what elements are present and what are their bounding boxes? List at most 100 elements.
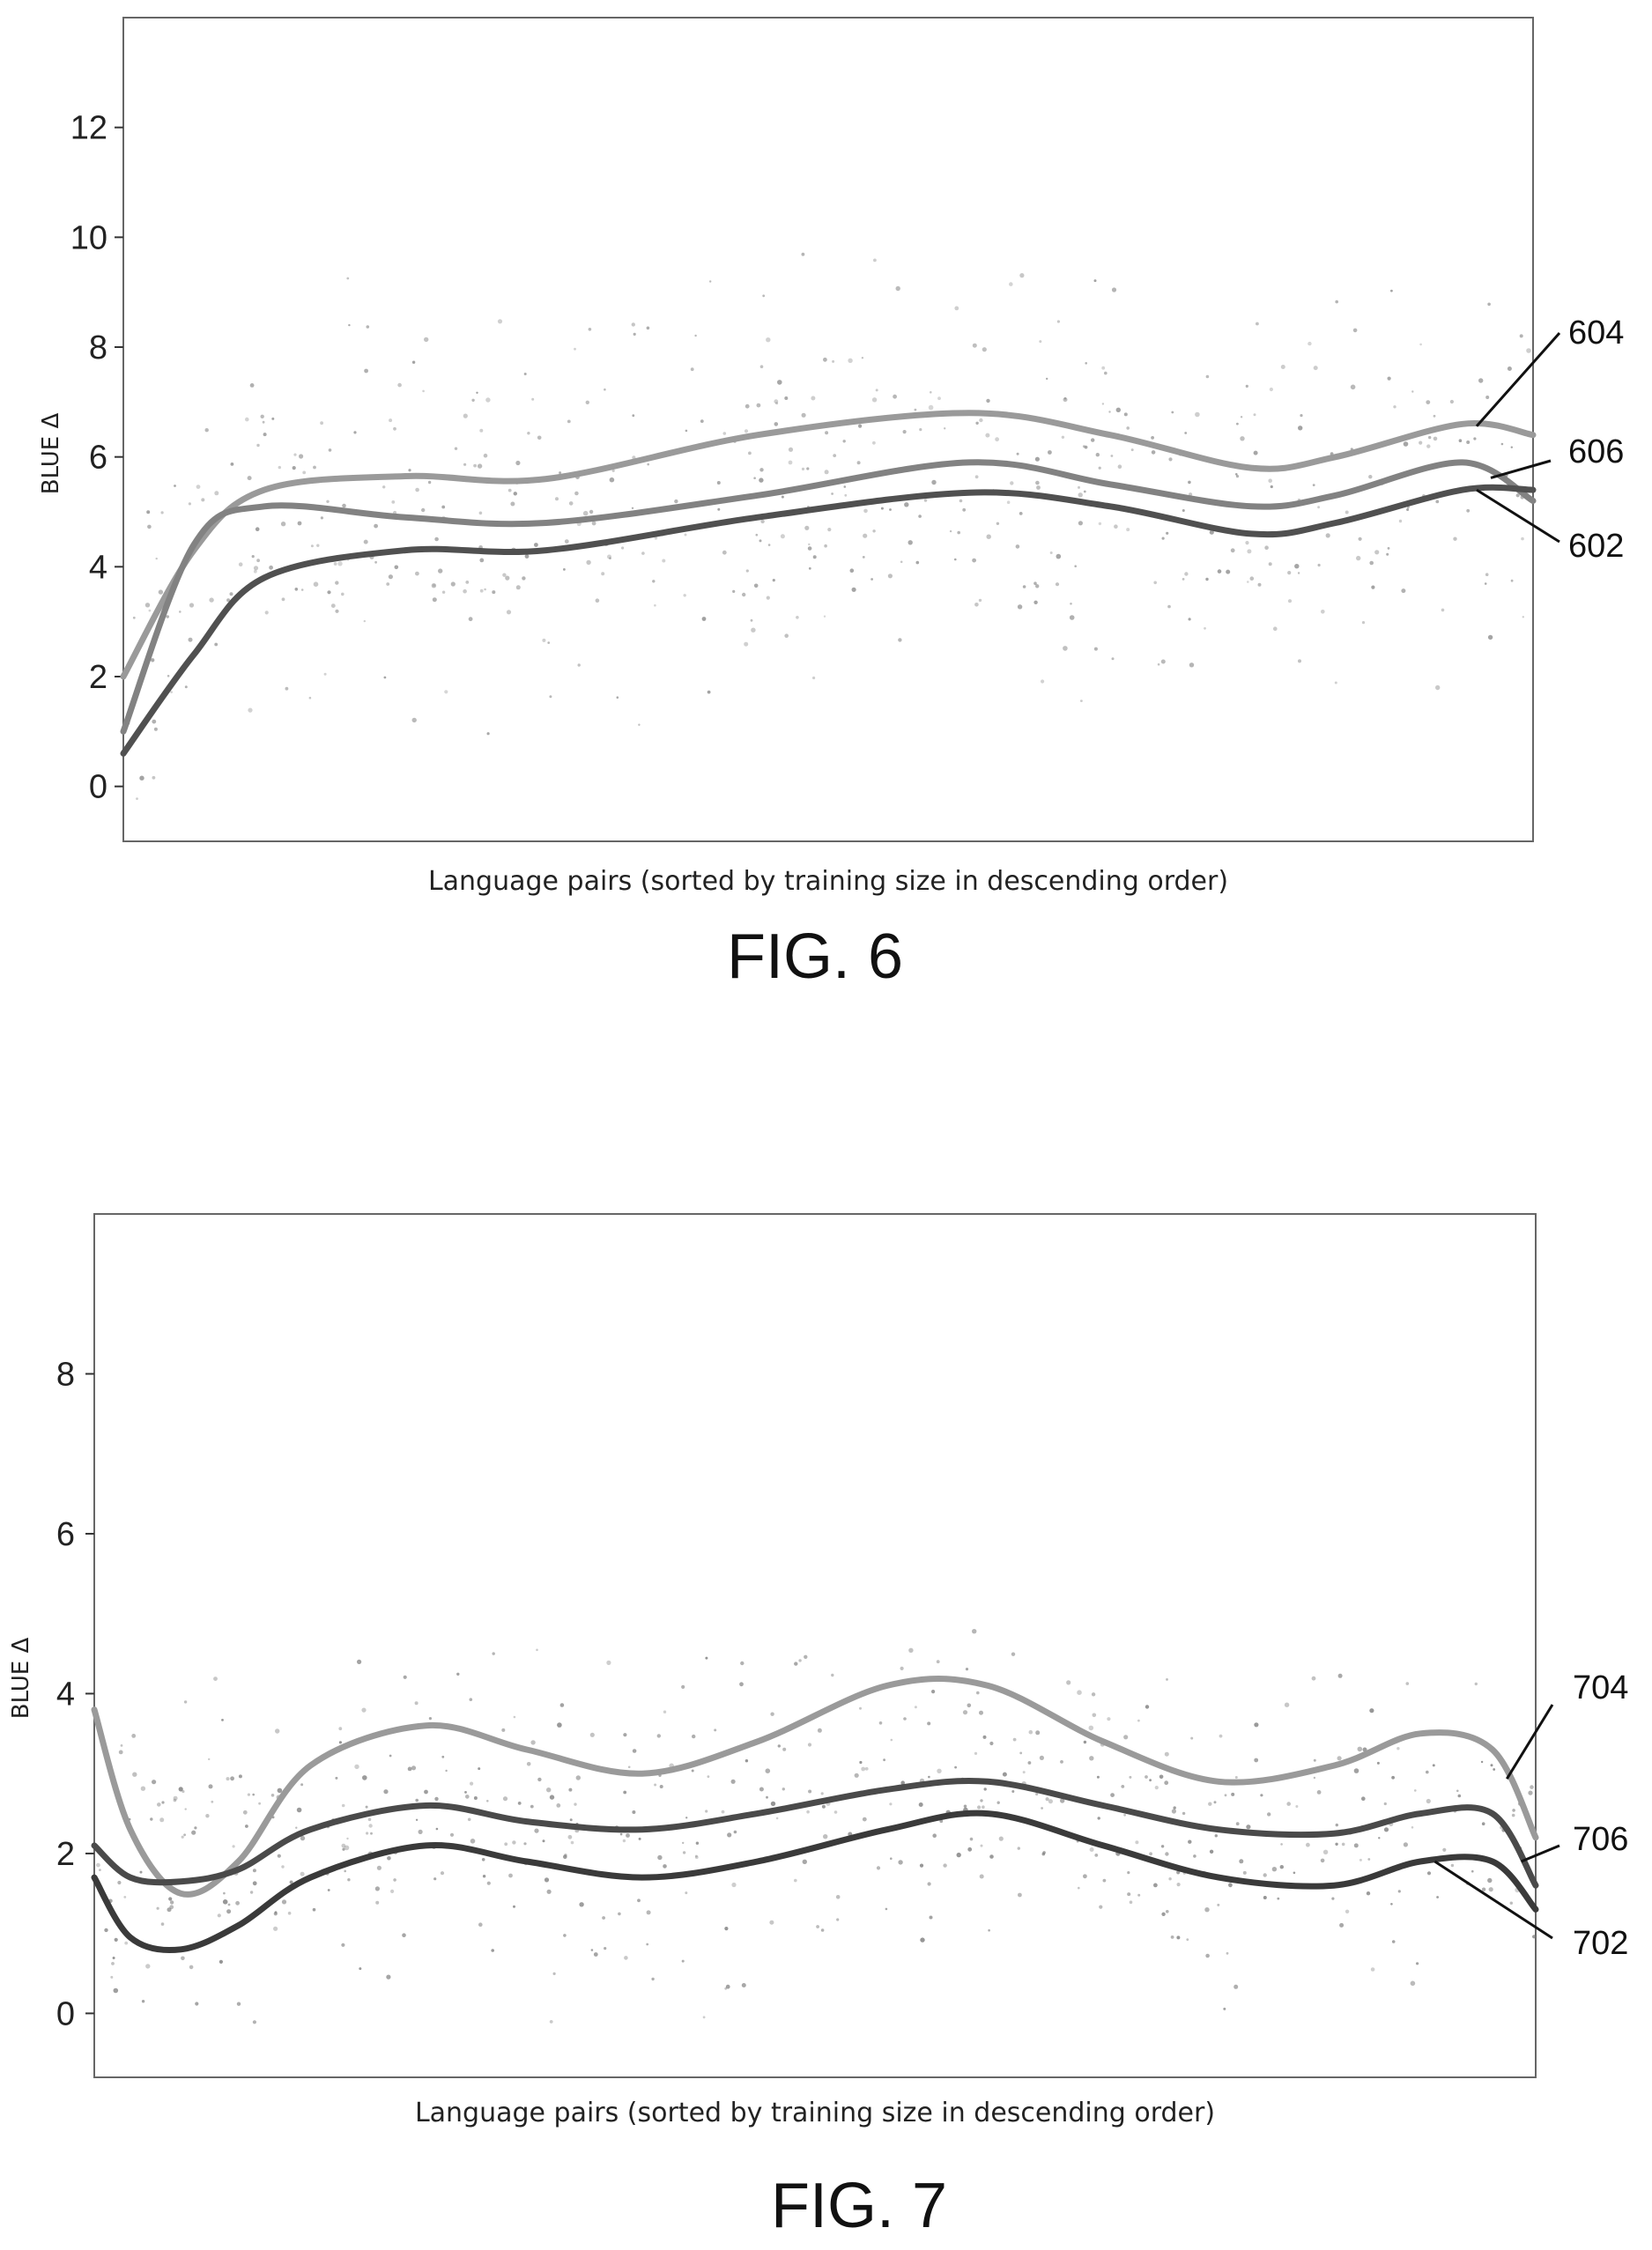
scatter-point xyxy=(1466,508,1471,513)
scatter-point xyxy=(411,717,417,723)
scatter-point xyxy=(622,1839,626,1843)
scatter-point xyxy=(1356,555,1361,561)
scatter-point xyxy=(691,1769,694,1773)
scatter-point xyxy=(1157,662,1160,666)
scatter-point xyxy=(870,578,873,581)
scatter-point xyxy=(632,1810,636,1814)
scatter-point xyxy=(705,1656,708,1660)
scatter-point xyxy=(923,499,928,502)
scatter-point xyxy=(517,1802,522,1805)
scatter-point xyxy=(682,1851,686,1854)
scatter-point xyxy=(1012,1737,1017,1742)
scatter-point xyxy=(1164,1751,1169,1757)
scatter-point xyxy=(313,465,316,470)
scatter-point xyxy=(226,1777,230,1781)
scatter-point xyxy=(582,510,589,516)
scatter-point xyxy=(962,1710,968,1715)
scatter-point xyxy=(1130,448,1134,452)
scatter-point xyxy=(196,485,201,489)
scatter-point xyxy=(808,543,811,546)
scatter-point xyxy=(146,510,151,514)
scatter-point xyxy=(1035,584,1040,588)
scatter-point xyxy=(1048,450,1052,455)
scatter-point xyxy=(1358,537,1362,541)
scatter-point xyxy=(1403,1842,1408,1847)
scatter-point xyxy=(1077,1690,1082,1695)
scatter-point xyxy=(183,1700,188,1704)
scatter-point xyxy=(491,1949,494,1952)
scatter-point xyxy=(280,522,286,527)
scatter-point xyxy=(831,492,833,495)
scatter-point xyxy=(1387,547,1390,550)
scatter-point xyxy=(341,1843,346,1848)
scatter-point xyxy=(767,544,771,546)
fig6-y-axis: 0 2 4 6 8 10 12 xyxy=(70,110,123,806)
scatter-point xyxy=(1246,1824,1251,1830)
scatter-point xyxy=(1234,1776,1238,1779)
scatter-point xyxy=(1280,1843,1283,1846)
scatter-point xyxy=(898,1860,903,1865)
scatter-point xyxy=(470,1839,476,1844)
scatter-point xyxy=(1154,1786,1159,1790)
scatter-point xyxy=(872,440,876,445)
scatter-point xyxy=(989,1741,994,1746)
scatter-point xyxy=(1022,585,1026,588)
scatter-point xyxy=(1435,500,1440,504)
scatter-point xyxy=(1223,2007,1226,2010)
scatter-point xyxy=(875,389,878,392)
scatter-point xyxy=(251,555,255,559)
fig7-x-axis-title: Language pairs (sorted by training size … xyxy=(415,2098,1215,2128)
scatter-point xyxy=(1066,1680,1071,1685)
scatter-point xyxy=(394,565,399,570)
scatter-point xyxy=(927,1882,931,1886)
scatter-point xyxy=(663,1864,667,1869)
scatter-point xyxy=(1204,1907,1210,1913)
scatter-point xyxy=(160,1922,165,1926)
scatter-point xyxy=(1074,565,1077,567)
scatter-point xyxy=(996,1801,1000,1804)
scatter-point xyxy=(1161,537,1165,540)
scatter-point xyxy=(900,1666,904,1670)
scatter-point xyxy=(502,573,507,577)
scatter-point xyxy=(299,454,304,459)
scatter-point xyxy=(919,428,922,432)
scatter-point xyxy=(1510,446,1514,448)
scatter-point xyxy=(1507,366,1512,371)
scatter-point xyxy=(1153,1883,1158,1888)
scatter-point xyxy=(804,525,810,530)
scatter-point xyxy=(477,463,483,469)
scatter-point xyxy=(157,1802,161,1807)
scatter-point xyxy=(651,1977,655,1981)
scatter-point xyxy=(476,391,478,394)
scatter-point xyxy=(798,1659,802,1662)
scatter-point xyxy=(211,1800,214,1803)
scatter-point xyxy=(854,1773,859,1778)
scatter-point xyxy=(1387,376,1391,381)
scatter-point xyxy=(397,382,402,388)
scatter-point xyxy=(139,1870,143,1874)
scatter-point xyxy=(681,1684,685,1689)
scatter-point xyxy=(685,1891,688,1895)
scatter-point xyxy=(431,583,437,588)
scatter-point xyxy=(1473,437,1477,440)
series-line-706 xyxy=(91,1777,1539,1889)
scatter-point xyxy=(252,1793,256,1796)
scatter-point xyxy=(338,1741,342,1744)
scatter-point xyxy=(998,1836,1004,1841)
scatter-point xyxy=(801,467,805,471)
scatter-point xyxy=(1002,1772,1007,1777)
scatter-point xyxy=(139,775,144,781)
scatter-point xyxy=(537,435,542,440)
scatter-point xyxy=(1080,699,1083,702)
scatter-point xyxy=(1335,1823,1339,1827)
scatter-point xyxy=(547,641,550,644)
scatter-point xyxy=(808,1789,812,1794)
scatter-point xyxy=(270,1794,275,1797)
scatter-point xyxy=(238,562,243,566)
scatter-point xyxy=(111,1962,115,1965)
scatter-point xyxy=(247,476,252,481)
scatter-point xyxy=(862,1817,867,1822)
scatter-point xyxy=(118,1750,123,1755)
scatter-point xyxy=(1015,544,1020,549)
